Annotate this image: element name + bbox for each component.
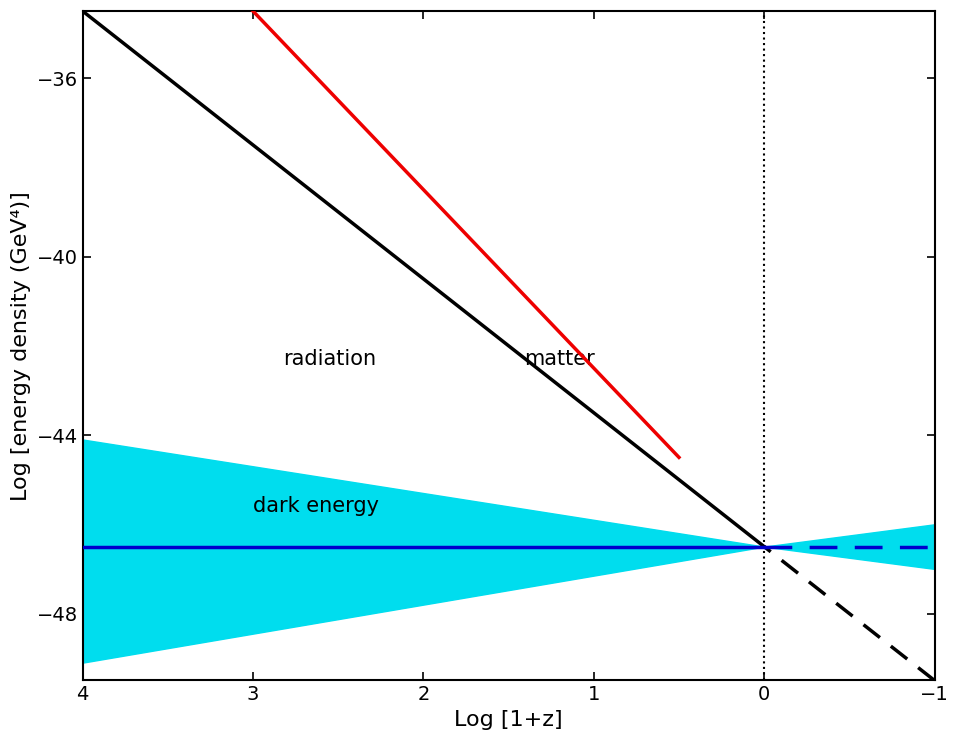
X-axis label: Log [1+z]: Log [1+z]	[454, 710, 563, 730]
Text: radiation: radiation	[283, 349, 376, 369]
Text: dark energy: dark energy	[253, 496, 379, 516]
Y-axis label: Log [energy density (GeV⁴)]: Log [energy density (GeV⁴)]	[12, 191, 31, 501]
Text: matter: matter	[524, 349, 595, 369]
